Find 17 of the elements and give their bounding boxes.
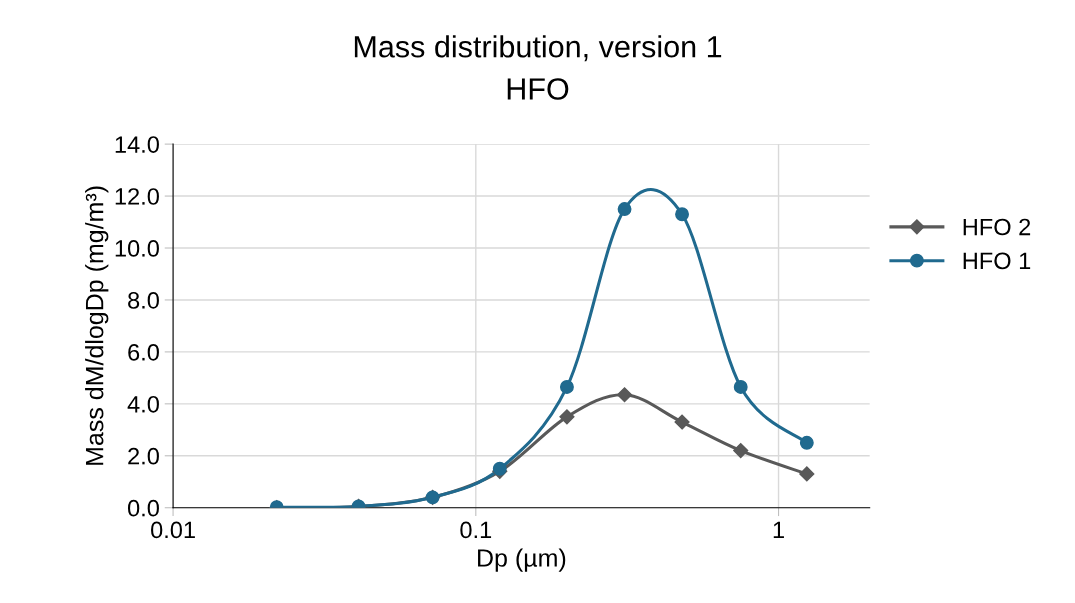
legend-label: HFO 1 — [963, 252, 1031, 270]
y-tick-label: 8.0 — [128, 292, 159, 309]
x-tick-label: 1 — [773, 521, 784, 539]
y-axis-title: Mass dM/dlogDp (mg/m³) — [85, 186, 109, 465]
y-tick-label: 10.0 — [115, 240, 159, 257]
x-axis-title: Dp (µm) — [478, 548, 566, 572]
y-tick-label: 0.0 — [127, 499, 159, 517]
y-tick-label: 2.0 — [128, 447, 159, 465]
chart-title: Mass distribution, version 1 — [354, 35, 722, 62]
y-tick-label: 12.0 — [115, 188, 159, 205]
legend-label: HFO 2 — [963, 218, 1031, 236]
chart-subtitle: HFO — [507, 78, 569, 100]
x-tick-label: 0.1 — [460, 521, 492, 539]
y-tick-label: 6.0 — [128, 343, 159, 361]
y-tick-label: 14.0 — [115, 136, 159, 153]
y-tick-label: 4.0 — [127, 395, 159, 413]
x-tick-label: 0.01 — [151, 521, 195, 539]
